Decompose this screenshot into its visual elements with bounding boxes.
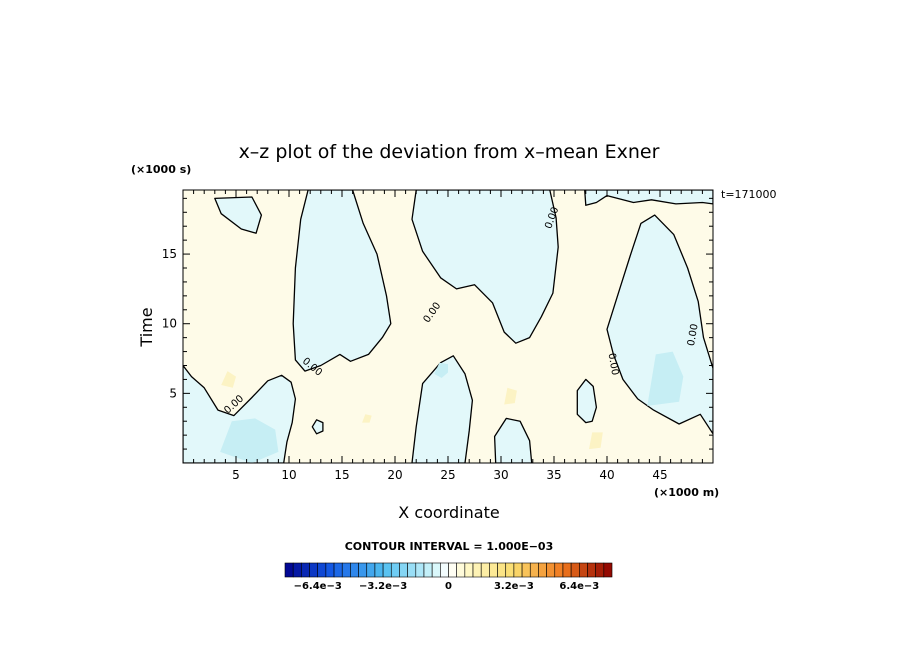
- negative-region-0: [292, 190, 392, 372]
- y-tick-label: 10: [162, 317, 177, 331]
- negative-region-3: [411, 355, 474, 463]
- chart-title: x–z plot of the deviation from x–mean Ex…: [239, 141, 660, 163]
- colorbar-cell: [464, 562, 474, 578]
- colorbar-tick-label: 3.2e−3: [494, 581, 534, 592]
- negative-spot-1: [647, 351, 684, 406]
- zero-contour-label-4: 0.00: [606, 352, 621, 376]
- time-label: t=171000: [721, 188, 777, 201]
- negative-region-9: [311, 419, 324, 435]
- colorbar: [284, 562, 613, 578]
- colorbar-cell: [578, 562, 588, 578]
- colorbar-cell: [472, 562, 482, 578]
- y-axis-label: Time: [137, 307, 156, 347]
- x-tick-label: 40: [599, 468, 614, 482]
- colorbar-cell: [366, 562, 376, 578]
- negative-spot-2: [434, 362, 448, 378]
- colorbar-cell: [480, 562, 490, 578]
- plot-area: 0.000.000.000.000.000.00: [182, 189, 714, 464]
- contour-interval-label: CONTOUR INTERVAL = 1.000E−03: [345, 540, 554, 553]
- colorbar-tick-label: 0: [445, 581, 452, 592]
- colorbar-cell: [529, 562, 539, 578]
- colorbar-cell: [350, 562, 359, 578]
- colorbar-cell: [301, 562, 310, 578]
- x-tick-label: 20: [387, 468, 402, 482]
- negative-region-8: [214, 196, 263, 234]
- x-unit-label: (×1000 m): [654, 486, 719, 499]
- colorbar-cell: [325, 562, 335, 578]
- colorbar-cell: [513, 562, 523, 578]
- colorbar-cell: [456, 562, 466, 578]
- colorbar-cell: [587, 562, 596, 578]
- colorbar-cell: [595, 562, 605, 578]
- axis-ticks: [183, 190, 713, 463]
- negative-region-1: [411, 190, 559, 344]
- colorbar-cell: [489, 562, 498, 578]
- y-tick-label: 5: [169, 386, 177, 400]
- colorbar-cell: [390, 562, 400, 578]
- x-tick-label: 30: [493, 468, 508, 482]
- colorbar-cell: [407, 562, 417, 578]
- y-tick-labels: 5 10 15: [162, 247, 177, 400]
- colorbar-cell: [423, 562, 433, 578]
- x-tick-label: 15: [334, 468, 349, 482]
- colorbar-tick-labels: −6.4e−3 −3.2e−3 0 3.2e−3 6.4e−3: [294, 581, 600, 592]
- negative-region-6: [606, 214, 713, 435]
- colorbar-cell: [497, 562, 507, 578]
- colorbar-cell: [358, 562, 368, 578]
- colorbar-tick-label: −6.4e−3: [294, 581, 342, 592]
- y-tick-label: 15: [162, 247, 177, 261]
- x-tick-label: 45: [652, 468, 667, 482]
- colorbar-cell: [570, 562, 580, 578]
- negative-spot-0: [220, 418, 279, 463]
- colorbar-cell: [538, 562, 547, 578]
- colorbar-tick-label: 6.4e−3: [559, 581, 599, 592]
- colorbar-cell: [333, 562, 343, 578]
- colorbar-cell: [382, 562, 392, 578]
- colorbar-cell: [546, 562, 556, 578]
- positive-spot-0: [221, 371, 236, 388]
- positive-spot-1: [504, 387, 517, 405]
- negative-region-4: [493, 417, 533, 463]
- colorbar-cell: [431, 562, 441, 578]
- x-tick-label: 25: [440, 468, 455, 482]
- colorbar-tick-label: −3.2e−3: [359, 581, 407, 592]
- x-tick-label: 5: [232, 468, 240, 482]
- x-tick-label: 10: [281, 468, 296, 482]
- colorbar-cell: [440, 562, 449, 578]
- colorbar-cell: [292, 562, 302, 578]
- y-unit-label: (×1000 s): [131, 163, 191, 176]
- zero-contour-label-5: 0.00: [686, 323, 701, 347]
- colorbar-cell: [284, 562, 294, 578]
- colorbar-cell: [341, 562, 351, 578]
- colorbar-cell: [505, 562, 515, 578]
- colorbar-cell: [309, 562, 318, 578]
- positive-spot-2: [589, 432, 603, 450]
- colorbar-cell: [603, 562, 613, 578]
- negative-region-7: [576, 378, 598, 424]
- colorbar-cell: [374, 562, 384, 578]
- x-tick-label: 35: [546, 468, 561, 482]
- x-axis-label: X coordinate: [398, 503, 499, 522]
- colorbar-cell: [562, 562, 572, 578]
- colorbar-cell: [521, 562, 531, 578]
- colorbar-cell: [317, 562, 327, 578]
- colorbar-cell: [399, 562, 408, 578]
- colorbar-cell: [554, 562, 564, 578]
- contour-layer: [183, 190, 713, 463]
- positive-spot-3: [362, 414, 372, 423]
- x-tick-labels: 5 10 15 20 25 30 35 40 45: [232, 468, 667, 482]
- colorbar-cell: [415, 562, 425, 578]
- colorbar-cell: [448, 562, 457, 578]
